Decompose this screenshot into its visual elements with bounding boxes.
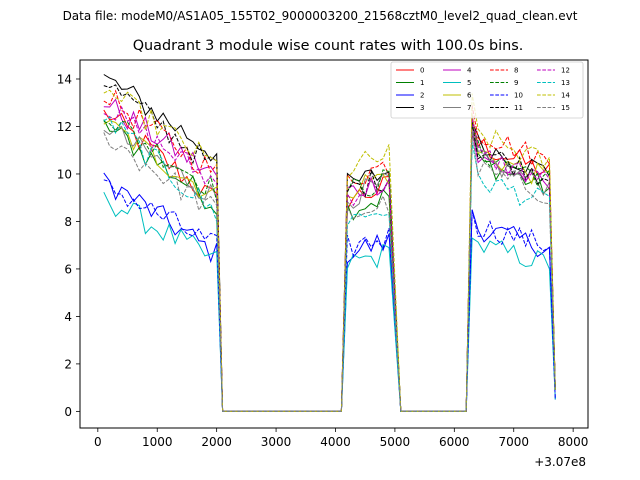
series-line-10 [103, 179, 556, 412]
legend-label-9: 9 [514, 79, 518, 87]
x-tick-label: 8000 [558, 435, 589, 449]
legend-label-0: 0 [420, 67, 424, 75]
series-line-13 [103, 116, 556, 412]
y-tick-label: 14 [57, 72, 72, 86]
legend-label-4: 4 [467, 67, 472, 75]
legend-label-5: 5 [467, 79, 471, 87]
series-line-11 [103, 84, 556, 412]
figure-suptitle: Data file: modeM0/AS1A05_155T02_90000032… [63, 9, 578, 23]
plot-lines [103, 74, 556, 412]
y-tick-label: 12 [57, 120, 72, 134]
series-line-4 [103, 98, 556, 412]
legend-label-3: 3 [420, 104, 424, 112]
series-line-3 [103, 74, 556, 412]
y-tick-label: 6 [64, 262, 72, 276]
legend-box [390, 61, 584, 119]
x-tick-label: 1000 [142, 435, 173, 449]
y-tick-label: 2 [64, 357, 72, 371]
series-line-14 [103, 89, 556, 412]
x-tick-label: 0 [94, 435, 102, 449]
legend-label-10: 10 [514, 92, 523, 100]
legend-label-11: 11 [514, 104, 523, 112]
x-tick-label: 5000 [380, 435, 411, 449]
legend-label-15: 15 [561, 104, 570, 112]
x-offset-label: +3.07e8 [534, 455, 586, 469]
y-axis: 0 2 4 6 8 10 12 14 [57, 72, 80, 419]
y-tick-label: 10 [57, 167, 72, 181]
x-tick-label: 3000 [261, 435, 292, 449]
legend-label-14: 14 [561, 92, 570, 100]
x-tick-label: 4000 [320, 435, 351, 449]
legend-label-7: 7 [467, 104, 471, 112]
legend-label-12: 12 [561, 67, 570, 75]
series-line-2 [103, 172, 556, 412]
legend-label-1: 1 [420, 79, 424, 87]
legend-label-2: 2 [420, 92, 424, 100]
legend-label-8: 8 [514, 67, 518, 75]
x-axis: 0 1000 2000 3000 4000 5000 6000 7000 8000 [94, 428, 588, 449]
axes-frame [79, 59, 589, 429]
chart-title: Quadrant 3 module wise count rates with … [133, 38, 524, 54]
series-line-6 [103, 114, 556, 412]
legend-label-6: 6 [467, 92, 472, 100]
series-line-5 [103, 191, 556, 412]
x-tick-label: 6000 [439, 435, 470, 449]
legend-label-13: 13 [561, 79, 570, 87]
series-line-9 [103, 120, 556, 412]
series-line-7 [103, 125, 556, 412]
series-line-1 [103, 119, 556, 412]
y-tick-label: 0 [64, 405, 72, 419]
x-tick-label: 7000 [498, 435, 529, 449]
series-line-12 [103, 105, 556, 412]
x-tick-label: 2000 [201, 435, 232, 449]
y-tick-label: 4 [64, 310, 72, 324]
series-line-15 [103, 131, 556, 412]
y-tick-label: 8 [64, 215, 72, 229]
series-line-8 [103, 89, 556, 412]
